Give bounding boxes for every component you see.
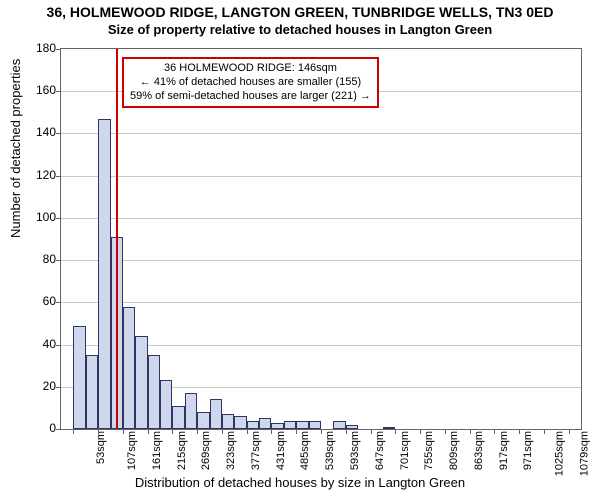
gridline <box>61 176 581 177</box>
histogram-bar <box>309 421 321 429</box>
y-tick-label: 20 <box>20 379 56 393</box>
histogram-bar <box>197 412 209 429</box>
x-tick-mark <box>494 429 495 434</box>
y-tick-mark <box>56 302 61 303</box>
plot-area: 53sqm107sqm161sqm215sqm269sqm323sqm377sq… <box>60 48 582 430</box>
histogram-bar <box>135 336 147 429</box>
y-tick-mark <box>56 133 61 134</box>
x-tick-label: 647sqm <box>374 431 386 470</box>
x-tick-label: 53sqm <box>95 431 107 464</box>
property-marker-line <box>116 49 118 429</box>
x-tick-label: 431sqm <box>275 431 287 470</box>
x-tick-mark <box>73 429 74 434</box>
y-tick-label: 180 <box>20 41 56 55</box>
y-tick-label: 60 <box>20 294 56 308</box>
x-tick-label: 917sqm <box>498 431 510 470</box>
x-axis-label: Distribution of detached houses by size … <box>0 475 600 490</box>
x-tick-label: 1079sqm <box>578 431 590 476</box>
histogram-bar <box>284 421 296 429</box>
y-tick-label: 120 <box>20 168 56 182</box>
histogram-bar <box>383 427 395 429</box>
x-tick-label: 809sqm <box>448 431 460 470</box>
x-tick-label: 161sqm <box>151 431 163 470</box>
x-tick-label: 377sqm <box>250 431 262 470</box>
x-tick-mark <box>371 429 372 434</box>
x-tick-label: 1025sqm <box>553 431 565 476</box>
histogram-bar <box>247 421 259 429</box>
histogram-bar <box>271 423 283 429</box>
x-tick-label: 701sqm <box>399 431 411 470</box>
x-tick-label: 269sqm <box>201 431 213 470</box>
x-tick-label: 863sqm <box>473 431 485 470</box>
y-tick-mark <box>56 176 61 177</box>
annotation-line1: 36 HOLMEWOOD RIDGE: 146sqm <box>130 62 371 76</box>
x-tick-mark <box>470 429 471 434</box>
y-tick-label: 100 <box>20 210 56 224</box>
property-annotation: 36 HOLMEWOOD RIDGE: 146sqm← 41% of detac… <box>122 57 379 108</box>
histogram-bar <box>222 414 234 429</box>
x-tick-label: 485sqm <box>300 431 312 470</box>
annotation-line3: 59% of semi-detached houses are larger (… <box>130 90 371 104</box>
y-tick-mark <box>56 49 61 50</box>
x-tick-mark <box>296 429 297 434</box>
histogram-bar <box>346 425 358 429</box>
x-tick-label: 971sqm <box>522 431 534 470</box>
y-tick-label: 0 <box>20 421 56 435</box>
x-tick-mark <box>346 429 347 434</box>
histogram-bar <box>259 418 271 429</box>
x-tick-mark <box>569 429 570 434</box>
histogram-bar <box>98 119 110 429</box>
y-tick-mark <box>56 260 61 261</box>
gridline <box>61 302 581 303</box>
x-tick-label: 593sqm <box>349 431 361 470</box>
x-tick-mark <box>222 429 223 434</box>
x-tick-mark <box>519 429 520 434</box>
histogram-bar <box>148 355 160 429</box>
x-tick-mark <box>445 429 446 434</box>
gridline <box>61 218 581 219</box>
histogram-bar <box>333 421 345 429</box>
histogram-bar <box>86 355 98 429</box>
x-tick-label: 323sqm <box>225 431 237 470</box>
histogram-bar <box>185 393 197 429</box>
y-tick-label: 140 <box>20 125 56 139</box>
x-tick-mark <box>247 429 248 434</box>
y-tick-mark <box>56 345 61 346</box>
x-tick-mark <box>172 429 173 434</box>
y-tick-label: 40 <box>20 337 56 351</box>
x-tick-label: 107sqm <box>126 431 138 470</box>
y-tick-mark <box>56 387 61 388</box>
y-tick-label: 80 <box>20 252 56 266</box>
y-tick-label: 160 <box>20 83 56 97</box>
y-tick-mark <box>56 429 61 430</box>
x-tick-mark <box>98 429 99 434</box>
histogram-bar <box>172 406 184 429</box>
y-tick-mark <box>56 91 61 92</box>
x-tick-mark <box>420 429 421 434</box>
histogram-bar <box>210 399 222 429</box>
gridline <box>61 133 581 134</box>
x-tick-mark <box>321 429 322 434</box>
x-tick-mark <box>148 429 149 434</box>
histogram-bar <box>160 380 172 429</box>
annotation-line2: ← 41% of detached houses are smaller (15… <box>130 76 371 90</box>
histogram-bar <box>73 326 85 429</box>
y-tick-mark <box>56 218 61 219</box>
chart-title-line2: Size of property relative to detached ho… <box>0 22 600 37</box>
histogram-bar <box>296 421 308 429</box>
gridline <box>61 260 581 261</box>
chart-title-line1: 36, HOLMEWOOD RIDGE, LANGTON GREEN, TUNB… <box>0 4 600 20</box>
x-tick-mark <box>544 429 545 434</box>
x-tick-label: 215sqm <box>176 431 188 470</box>
x-tick-mark <box>395 429 396 434</box>
x-tick-label: 755sqm <box>423 431 435 470</box>
x-tick-mark <box>197 429 198 434</box>
x-tick-mark <box>123 429 124 434</box>
x-tick-label: 539sqm <box>324 431 336 470</box>
x-tick-mark <box>271 429 272 434</box>
property-size-chart: 36, HOLMEWOOD RIDGE, LANGTON GREEN, TUNB… <box>0 0 600 500</box>
histogram-bar <box>234 416 246 429</box>
histogram-bar <box>123 307 135 429</box>
